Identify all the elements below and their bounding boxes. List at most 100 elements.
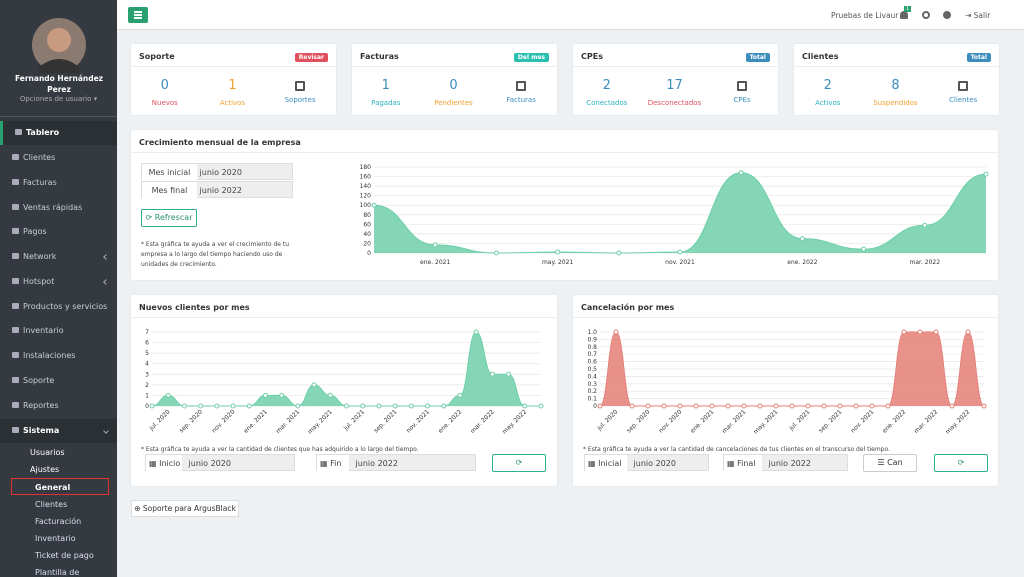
user-options[interactable]: Opciones de usuario ▾ xyxy=(19,95,98,103)
menu-item[interactable]: Tablero xyxy=(0,121,117,145)
support-button[interactable]: ⊕ Soporte para ArgusBlack xyxy=(131,500,239,517)
start-field[interactable]: ▦ Inicial junio 2020 xyxy=(584,454,709,472)
stat[interactable]: CPEs xyxy=(708,78,776,104)
refresh-label[interactable]: Refrescar xyxy=(154,213,193,222)
start-value[interactable]: junio 2020 xyxy=(633,459,676,468)
logout[interactable]: ⇥ Salir xyxy=(965,11,991,20)
extra-button-label[interactable]: Can xyxy=(887,458,903,467)
stat[interactable]: 2 Activos xyxy=(794,78,862,107)
stat-value[interactable]: 1 xyxy=(381,78,390,93)
company[interactable]: Pruebas de Livaur xyxy=(831,11,899,20)
menu-label[interactable]: Hotspot xyxy=(23,277,55,286)
filter[interactable]: Mes inicial junio 2020 xyxy=(141,163,293,181)
settings-item[interactable]: Clientes xyxy=(35,500,68,509)
stat-value[interactable]: 0 xyxy=(160,78,169,93)
link-icon[interactable] xyxy=(958,81,969,91)
link-icon[interactable] xyxy=(737,81,748,91)
menu-item[interactable]: Instalaciones xyxy=(0,344,117,368)
stat-label[interactable]: Nuevos xyxy=(151,99,178,107)
settings-icon[interactable] xyxy=(922,11,930,19)
end-value[interactable]: junio 2022 xyxy=(768,459,811,468)
menu-item[interactable]: Pagos xyxy=(0,220,117,244)
menu-label[interactable]: Pagos xyxy=(23,227,47,236)
stat-value[interactable]: 8 xyxy=(891,78,900,93)
stat[interactable]: 1 Pagadas xyxy=(352,78,420,107)
filter-value[interactable]: junio 2020 xyxy=(199,168,242,177)
stat[interactable]: 8 Suspendidos xyxy=(862,78,930,107)
menu-label[interactable]: Tablero xyxy=(26,128,60,137)
stat-label[interactable]: Desconectados xyxy=(647,99,702,107)
link-label[interactable]: Clientes xyxy=(949,96,978,104)
bell-icon[interactable] xyxy=(900,11,908,19)
menu-label[interactable]: Facturas xyxy=(23,178,57,187)
menu-item[interactable]: Clientes xyxy=(0,146,117,170)
end-value[interactable]: junio 2022 xyxy=(355,459,398,468)
link-icon[interactable] xyxy=(516,81,527,91)
stat[interactable]: Facturas xyxy=(487,78,555,104)
extra-button[interactable]: ☰ Can xyxy=(863,454,917,472)
stat[interactable]: 17 Desconectados xyxy=(641,78,709,107)
refresh-button[interactable]: ⟳ xyxy=(492,454,546,472)
stat-label[interactable]: Activos xyxy=(815,99,841,107)
stat[interactable]: 2 Conectados xyxy=(573,78,641,107)
menu-label[interactable]: Ventas rápidas xyxy=(23,203,83,212)
chevron[interactable] xyxy=(103,428,109,434)
submenu-item[interactable]: Ajustes xyxy=(30,465,60,474)
menu-label[interactable]: Sistema xyxy=(23,426,60,435)
menu-item[interactable]: Reportes xyxy=(0,394,117,418)
submenu-item[interactable]: Usuarios xyxy=(30,448,65,457)
stat-label[interactable]: Activos xyxy=(219,99,246,107)
menu-label[interactable]: Reportes xyxy=(23,401,59,410)
stat-value[interactable]: 2 xyxy=(602,78,611,93)
link-label[interactable]: CPEs xyxy=(733,96,751,104)
stat-value[interactable]: 17 xyxy=(666,78,683,93)
settings-item[interactable]: Plantilla de xyxy=(35,568,80,577)
menu-label[interactable]: Soporte xyxy=(23,376,55,385)
support-button-label[interactable]: Soporte para ArgusBlack xyxy=(142,504,236,513)
menu-item[interactable]: Sistema xyxy=(0,419,117,443)
settings-item[interactable]: Inventario xyxy=(35,534,76,543)
menu-item[interactable]: Hotspot xyxy=(0,270,117,294)
start-field[interactable]: ▦ Inicio junio 2020 xyxy=(145,454,295,472)
chevron[interactable] xyxy=(103,254,109,260)
stat[interactable]: 0 Pendientes xyxy=(420,78,488,107)
stat-value[interactable]: 1 xyxy=(228,78,237,93)
link-label[interactable]: Facturas xyxy=(506,96,536,104)
filter-value[interactable]: junio 2022 xyxy=(199,186,242,195)
stat-value[interactable]: 2 xyxy=(823,78,832,93)
stat-label[interactable]: Suspendidos xyxy=(873,99,918,107)
menu-item[interactable]: Facturas xyxy=(0,171,117,195)
menu-label[interactable]: Network xyxy=(23,252,57,261)
settings-item[interactable]: Facturación xyxy=(35,517,82,526)
start-value[interactable]: junio 2020 xyxy=(188,459,231,468)
menu-item[interactable]: Productos y servicios xyxy=(0,295,117,319)
menu-label[interactable]: Productos y servicios xyxy=(23,302,108,311)
menu-label[interactable]: Instalaciones xyxy=(23,351,76,360)
menu-item[interactable]: Ventas rápidas xyxy=(0,196,117,220)
menu-toggle[interactable] xyxy=(128,7,148,23)
user-options-label[interactable]: Opciones de usuario xyxy=(19,95,92,103)
settings-item[interactable]: General xyxy=(11,478,109,495)
stat-label[interactable]: Pagadas xyxy=(371,99,401,107)
link-icon[interactable] xyxy=(295,81,306,91)
end-field[interactable]: ▦ Final junio 2022 xyxy=(723,454,848,472)
settings-item[interactable]: Ticket de pago xyxy=(35,551,94,560)
filter[interactable]: Mes final junio 2022 xyxy=(141,181,293,199)
stat[interactable]: 1 Activos xyxy=(199,78,267,107)
stat-label[interactable]: Conectados xyxy=(586,99,628,107)
link-label[interactable]: Soportes xyxy=(284,96,316,104)
menu-label[interactable]: Clientes xyxy=(23,153,56,162)
logout-label[interactable]: Salir xyxy=(973,11,991,20)
menu-item[interactable]: Network xyxy=(0,245,117,269)
menu-item[interactable]: Inventario xyxy=(0,319,117,343)
stat[interactable]: Clientes xyxy=(929,78,997,104)
stat[interactable]: Soportes xyxy=(266,78,334,104)
chevron[interactable] xyxy=(103,279,109,285)
refresh-button[interactable]: ⟳ Refrescar xyxy=(141,209,197,227)
stat-label[interactable]: Pendientes xyxy=(434,99,473,107)
menu-label[interactable]: Inventario xyxy=(23,326,64,335)
menu-item[interactable]: Soporte xyxy=(0,369,117,393)
stat[interactable]: 0 Nuevos xyxy=(131,78,199,107)
end-field[interactable]: ▦ Fin junio 2022 xyxy=(316,454,476,472)
help-icon[interactable] xyxy=(943,11,951,19)
